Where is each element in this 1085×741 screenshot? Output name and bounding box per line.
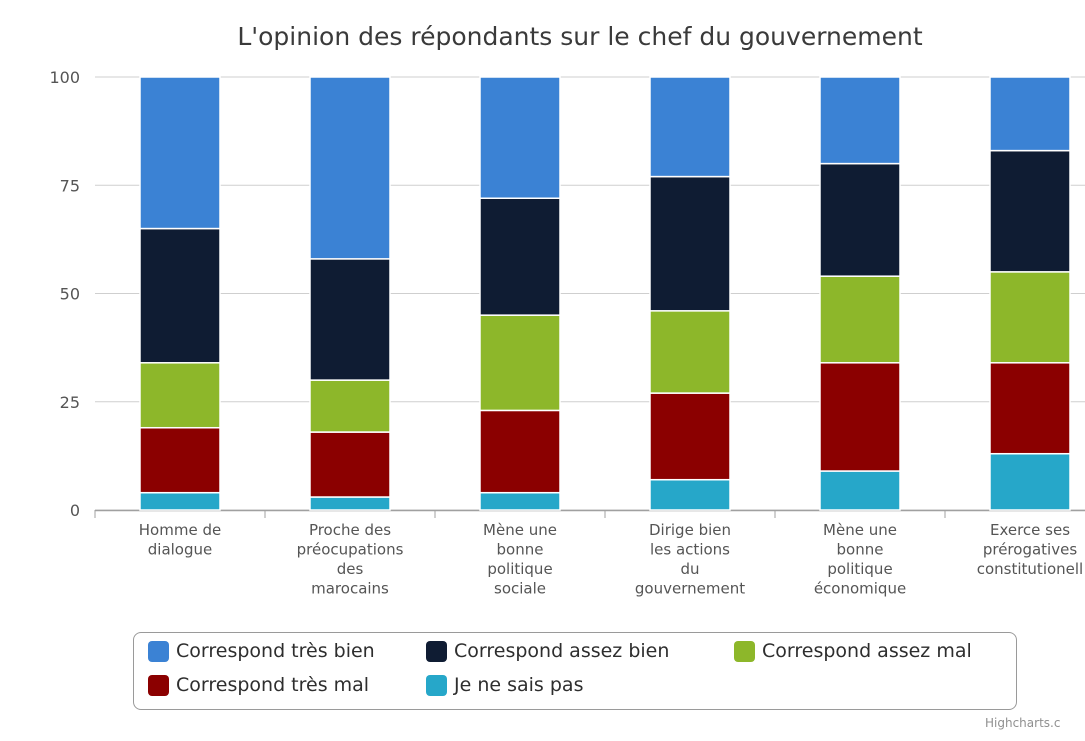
legend-item-0[interactable]: Correspond très bien — [148, 640, 375, 662]
x-tick-label-5: Exerce ses prérogatives constitutionell — [977, 521, 1083, 578]
legend-swatch-4 — [426, 674, 447, 696]
y-tick-label-2: 50 — [60, 285, 80, 304]
bar-2-3 — [479, 409, 561, 494]
bar-3-2 — [649, 310, 731, 394]
bar-2-4 — [479, 491, 561, 511]
legend-swatch-2 — [734, 640, 755, 662]
x-tick-label-1: Proche des préocupations des marocains — [297, 521, 404, 598]
legend-item-2[interactable]: Correspond assez mal — [734, 640, 972, 662]
bar-0-2 — [139, 362, 221, 429]
bar-5-1 — [989, 149, 1071, 273]
bar-1-4 — [309, 496, 391, 511]
legend-item-3[interactable]: Correspond très mal — [148, 674, 369, 696]
legend-label-1: Correspond assez bien — [454, 640, 670, 662]
bar-2-0 — [479, 76, 561, 199]
legend-swatch-1 — [426, 640, 447, 662]
x-tick-label-0: Homme de dialogue — [139, 521, 221, 559]
y-tick-label-1: 25 — [60, 393, 80, 412]
bar-5-3 — [989, 362, 1071, 455]
bar-1-0 — [309, 76, 391, 260]
x-tick-label-3: Dirige bien les actions du gouvernement — [635, 521, 745, 598]
bar-0-4 — [139, 491, 221, 511]
y-tick-label-3: 75 — [60, 176, 80, 195]
bar-4-3 — [819, 362, 901, 472]
legend-item-4[interactable]: Je ne sais pas — [426, 674, 583, 696]
bar-3-3 — [649, 392, 731, 481]
chart-title: L'opinion des répondants sur le chef du … — [237, 22, 923, 51]
bar-4-4 — [819, 470, 901, 511]
bar-1-2 — [309, 379, 391, 433]
bar-1-3 — [309, 431, 391, 498]
bar-0-3 — [139, 426, 221, 494]
bar-5-0 — [989, 76, 1071, 152]
x-tick-label-4: Mène une bonne politique économique — [814, 521, 906, 598]
bar-5-4 — [989, 452, 1071, 511]
bar-5-2 — [989, 271, 1071, 364]
bar-4-2 — [819, 275, 901, 364]
bar-1-1 — [309, 258, 391, 381]
legend-swatch-3 — [148, 674, 169, 696]
legend-label-3: Correspond très mal — [176, 674, 370, 696]
credits-link[interactable]: Highcharts.c — [985, 716, 1061, 730]
bar-3-0 — [649, 76, 731, 178]
x-tick-label-2: Mène une bonne politique sociale — [483, 521, 557, 598]
y-tick-label-0: 0 — [70, 501, 80, 520]
bar-0-1 — [139, 227, 221, 364]
bar-2-1 — [479, 197, 561, 316]
bar-3-4 — [649, 478, 731, 511]
legend-label-4: Je ne sais pas — [454, 674, 584, 696]
legend: Correspond très bien Correspond assez bi… — [133, 632, 1017, 710]
legend-swatch-0 — [148, 640, 169, 662]
legend-item-1[interactable]: Correspond assez bien — [426, 640, 669, 662]
bar-4-1 — [819, 162, 901, 277]
bar-3-1 — [649, 175, 731, 312]
bar-2-2 — [479, 314, 561, 412]
bar-4-0 — [819, 76, 901, 165]
y-tick-label-4: 100 — [49, 68, 80, 87]
bar-0-0 — [139, 76, 221, 230]
legend-label-0: Correspond très bien — [176, 640, 375, 662]
legend-label-2: Correspond assez mal — [762, 640, 972, 662]
